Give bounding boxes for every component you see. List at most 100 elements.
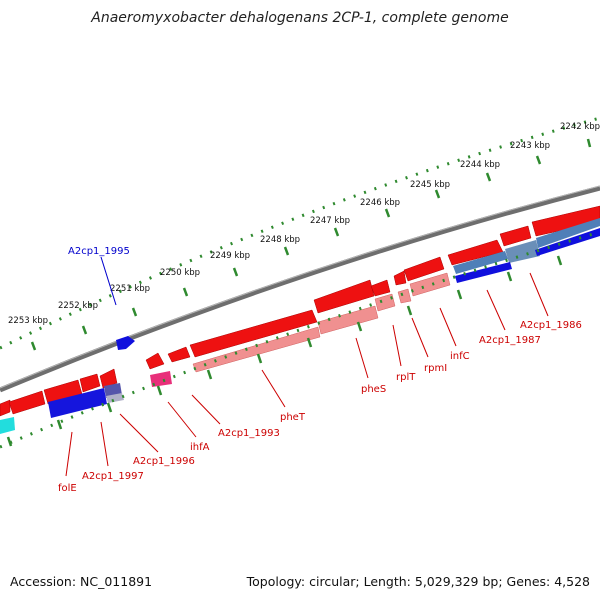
blue-cds-row xyxy=(0,218,600,434)
gene-block[interactable] xyxy=(536,218,600,248)
tick-mark xyxy=(283,246,290,256)
gene-block[interactable] xyxy=(393,270,407,286)
leader-A2cp1_1993 xyxy=(191,394,221,425)
gene-label: A2cp1_1986 xyxy=(520,320,582,331)
reverse-cds-row xyxy=(0,205,600,417)
gene-block[interactable] xyxy=(48,388,107,418)
tick-mark xyxy=(586,138,592,148)
gene-block[interactable] xyxy=(535,228,600,256)
leader-ihfA xyxy=(167,401,197,438)
leader-infC xyxy=(439,307,457,347)
reverse-track-ticks xyxy=(6,255,563,447)
tick-label: 2251 kbp xyxy=(110,284,150,294)
tick-label: 2243 kbp xyxy=(510,141,550,151)
tick-label: 2252 kbp xyxy=(58,301,98,311)
gene-A2cp1_1995[interactable] xyxy=(116,336,135,350)
gene-block[interactable] xyxy=(79,373,101,393)
tick-mark xyxy=(232,267,239,277)
gene-label: pheT xyxy=(280,412,306,423)
gene-block[interactable] xyxy=(374,293,396,312)
gene-block[interactable] xyxy=(167,346,191,363)
tick-mark xyxy=(256,353,263,364)
tick-mark xyxy=(384,208,391,218)
gene-label: rpmI xyxy=(424,363,447,374)
gene-block[interactable] xyxy=(531,205,600,237)
gene-label: A2cp1_1995 xyxy=(68,246,130,257)
gene-label: pheS xyxy=(361,384,386,395)
leader-pheS xyxy=(355,337,369,379)
tick-mark xyxy=(81,325,88,335)
tick-mark xyxy=(131,307,138,317)
tick-label: 2246 kbp xyxy=(360,198,400,208)
tick-label: 2245 kbp xyxy=(410,180,450,190)
leader-folE xyxy=(65,431,73,477)
gene-block[interactable] xyxy=(397,288,412,304)
tick-mark xyxy=(456,289,463,300)
leader-pheT xyxy=(261,369,286,408)
gene-block[interactable] xyxy=(8,390,46,415)
tick-mark xyxy=(535,155,542,165)
gene-block[interactable] xyxy=(403,256,445,282)
tick-mark xyxy=(106,402,113,413)
tick-mark xyxy=(333,227,340,237)
gene-block[interactable] xyxy=(313,279,375,314)
accession-label: Accession: NC_011891 xyxy=(10,574,153,589)
leader-rplT xyxy=(392,324,402,367)
tick-mark xyxy=(30,341,37,351)
gene-label: A2cp1_1996 xyxy=(133,456,195,467)
tick-label: 2250 kbp xyxy=(160,268,200,278)
gene-label: A2cp1_1997 xyxy=(82,471,144,482)
tick-mark xyxy=(434,189,441,199)
leader-A2cp1_1996 xyxy=(119,413,159,453)
map-title: Anaeromyxobacter dehalogenans 2CP-1, com… xyxy=(91,10,509,26)
ruler-ticks xyxy=(30,138,592,351)
label-leaders xyxy=(65,272,549,477)
gene-block[interactable] xyxy=(189,309,318,358)
gene-block[interactable] xyxy=(453,251,508,274)
tick-label: 2242 kbp xyxy=(560,122,600,132)
tick-label: 2244 kbp xyxy=(460,160,500,170)
tick-mark xyxy=(485,172,492,182)
gene-block[interactable] xyxy=(499,225,532,247)
tick-mark xyxy=(356,321,363,332)
gene-block[interactable] xyxy=(0,399,11,417)
tick-mark xyxy=(556,255,563,266)
gene-block[interactable] xyxy=(455,262,512,283)
genome-backbone-highlight xyxy=(0,185,600,389)
leader-rpmI xyxy=(411,317,429,358)
gene-label: A2cp1_1993 xyxy=(218,428,280,439)
leader-A2cp1_1986 xyxy=(529,272,549,317)
gene-label: folE xyxy=(58,483,77,494)
gene-block[interactable] xyxy=(150,371,172,387)
gene-block[interactable] xyxy=(370,279,391,297)
gene-block[interactable] xyxy=(317,305,379,335)
tick-mark xyxy=(306,337,313,348)
gene-block[interactable] xyxy=(99,368,118,389)
gene-block[interactable] xyxy=(145,352,165,370)
tick-label: 2253 kbp xyxy=(8,316,48,326)
tick-label: 2247 kbp xyxy=(310,216,350,226)
reverse-cds-row-light xyxy=(192,272,451,373)
tick-mark xyxy=(506,271,513,282)
leader-A2cp1_1997 xyxy=(100,421,109,467)
gene-block[interactable] xyxy=(0,417,15,434)
tick-label: 2249 kbp xyxy=(210,251,250,261)
tick-mark xyxy=(56,419,63,430)
tick-mark xyxy=(156,385,163,396)
leader-A2cp1_1987 xyxy=(486,289,506,331)
gene-label: infC xyxy=(450,351,470,362)
tick-mark xyxy=(6,436,13,447)
gene-block[interactable] xyxy=(505,240,540,263)
tick-mark xyxy=(206,369,213,380)
tick-mark xyxy=(406,305,413,316)
tick-mark xyxy=(182,287,189,297)
gene-label: rplT xyxy=(396,372,416,383)
gene-block[interactable] xyxy=(106,393,124,403)
leader-A2cp1_1995 xyxy=(100,256,117,306)
genome-backbone xyxy=(0,185,600,393)
genome-summary: Topology: circular; Length: 5,029,329 bp… xyxy=(246,574,590,589)
tick-label: 2248 kbp xyxy=(260,235,300,245)
gene-label: A2cp1_1987 xyxy=(479,335,541,346)
